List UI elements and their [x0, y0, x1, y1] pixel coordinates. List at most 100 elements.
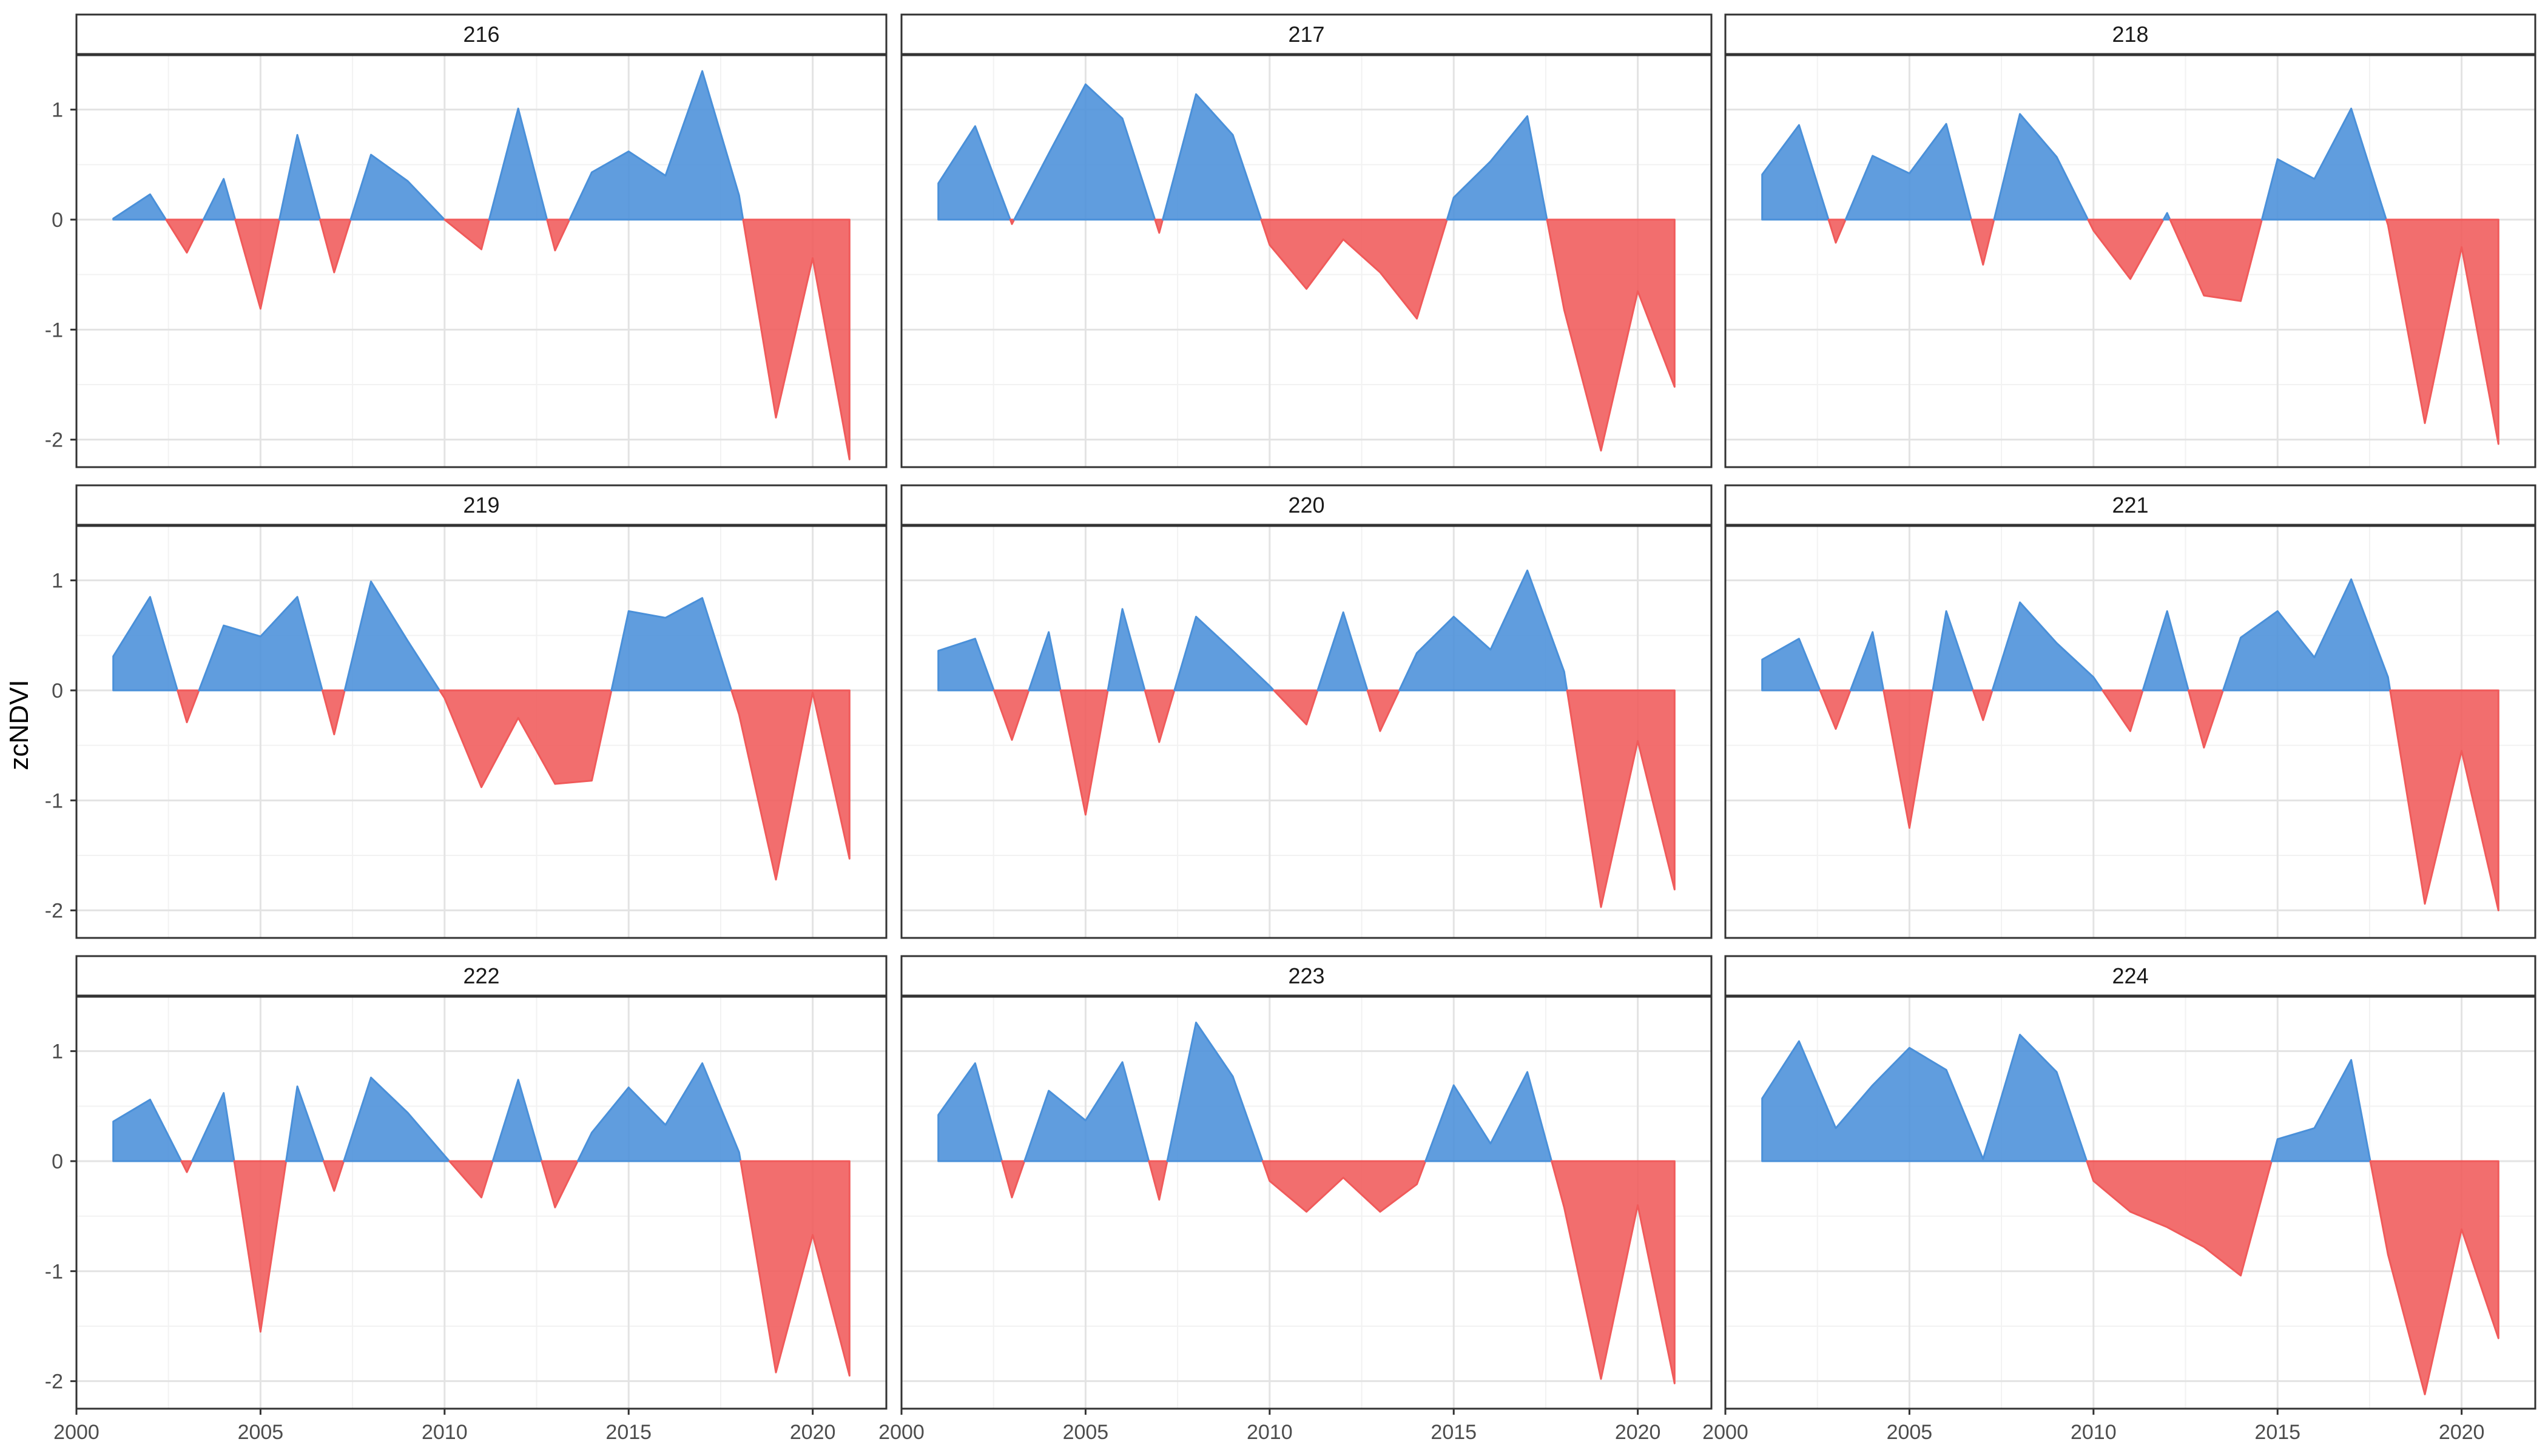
- positive-area: [2222, 578, 2391, 692]
- facet-strip-label: 219: [463, 493, 499, 517]
- positive-area: [937, 638, 995, 692]
- positive-area: [568, 70, 744, 221]
- positive-area: [1028, 631, 1062, 692]
- negative-area: [1144, 689, 1176, 743]
- positive-area: [285, 1085, 325, 1162]
- negative-area: [1882, 689, 1934, 829]
- panel-220: 220: [900, 484, 1713, 939]
- negative-area: [1001, 1160, 1026, 1199]
- negative-area: [1148, 1160, 1168, 1201]
- negative-area: [1546, 218, 1676, 452]
- x-tick-label: 2000: [1702, 1421, 1748, 1444]
- negative-area: [2385, 218, 2499, 445]
- positive-area: [112, 596, 179, 692]
- positive-area: [1424, 1071, 1553, 1162]
- positive-area: [1446, 115, 1548, 221]
- positive-area: [2260, 107, 2387, 221]
- facet-strip: [75, 484, 888, 527]
- x-tick-label: 2020: [790, 1421, 836, 1444]
- facet-strip-label: 217: [1288, 22, 1324, 47]
- negative-area: [2169, 218, 2263, 302]
- x-tick-label: 2010: [422, 1421, 468, 1444]
- negative-area: [2187, 689, 2224, 749]
- negative-area: [541, 1160, 579, 1208]
- x-tick-label: 2005: [1887, 1421, 1933, 1444]
- positive-area: [1991, 601, 2104, 692]
- positive-area: [1162, 93, 1262, 221]
- negative-area: [1819, 689, 1852, 730]
- negative-area: [546, 218, 571, 252]
- positive-area: [198, 596, 323, 692]
- facet-strip-label: 218: [2112, 22, 2148, 47]
- x-tick-label: 2000: [53, 1421, 99, 1444]
- positive-area: [1398, 569, 1568, 692]
- positive-area: [1166, 1022, 1264, 1162]
- negative-area: [1827, 218, 1847, 244]
- negative-area: [1009, 218, 1016, 225]
- y-tick-label: -1: [45, 1260, 63, 1283]
- positive-area: [1761, 638, 1821, 692]
- positive-area: [1849, 631, 1885, 692]
- negative-area: [180, 1160, 193, 1173]
- negative-area: [742, 218, 851, 460]
- positive-area: [112, 1099, 183, 1162]
- positive-area: [2162, 212, 2171, 221]
- negative-area: [1972, 689, 1994, 721]
- negative-area: [233, 1160, 288, 1333]
- facet-strip-label: 216: [463, 22, 499, 47]
- x-tick-label: 2005: [1063, 1421, 1109, 1444]
- negative-area: [730, 689, 851, 881]
- x-tick-label: 2020: [2439, 1421, 2485, 1444]
- y-tick-label: -2: [45, 1370, 63, 1394]
- positive-area: [1023, 1061, 1150, 1162]
- negative-area: [448, 1160, 494, 1199]
- negative-area: [1273, 689, 1319, 726]
- negative-area: [323, 1160, 345, 1192]
- y-tick-label: 0: [52, 679, 63, 703]
- x-tick-label: 2000: [878, 1421, 925, 1444]
- negative-area: [740, 1160, 851, 1377]
- positive-area: [1761, 1034, 2088, 1162]
- negative-area: [2389, 689, 2499, 912]
- negative-area: [1970, 218, 1995, 266]
- positive-area: [349, 153, 446, 221]
- y-tick-label: 1: [52, 570, 63, 593]
- negative-area: [2086, 1160, 2273, 1277]
- negative-area: [1260, 218, 1448, 320]
- y-tick-label: 1: [52, 1040, 63, 1063]
- x-tick-label: 2010: [1247, 1421, 1293, 1444]
- positive-area: [488, 107, 548, 221]
- y-tick-label: -2: [45, 900, 63, 923]
- panel-221: 221: [1724, 484, 2536, 939]
- positive-area: [1173, 616, 1275, 692]
- y-tick-label: 1: [52, 99, 63, 122]
- positive-area: [202, 178, 237, 221]
- y-tick-label: -1: [45, 789, 63, 812]
- positive-area: [1993, 113, 2089, 221]
- negative-area: [2087, 218, 2165, 280]
- positive-area: [576, 1062, 742, 1162]
- positive-area: [491, 1079, 543, 1162]
- positive-area: [937, 125, 1011, 221]
- negative-area: [1261, 1160, 1427, 1213]
- negative-area: [2369, 1160, 2499, 1395]
- panel-217: 217: [900, 13, 1713, 468]
- positive-area: [343, 581, 441, 692]
- negative-area: [1366, 689, 1400, 732]
- negative-area: [1059, 689, 1109, 816]
- negative-area: [1566, 689, 1676, 908]
- x-tick-label: 2015: [1431, 1421, 1477, 1444]
- facet-strip: [1724, 484, 2536, 527]
- positive-area: [2142, 610, 2189, 692]
- y-tick-label: -2: [45, 429, 63, 452]
- negative-area: [165, 218, 204, 254]
- facet-strip-label: 221: [2112, 493, 2148, 517]
- x-tick-label: 2005: [238, 1421, 284, 1444]
- facet-strip-label: 220: [1288, 493, 1324, 517]
- negative-area: [177, 689, 200, 724]
- panel-216: 216 -2 -1 0 1: [45, 13, 888, 468]
- positive-area: [1013, 83, 1156, 221]
- positive-area: [937, 1062, 1003, 1162]
- x-tick-label: 2015: [2254, 1421, 2300, 1444]
